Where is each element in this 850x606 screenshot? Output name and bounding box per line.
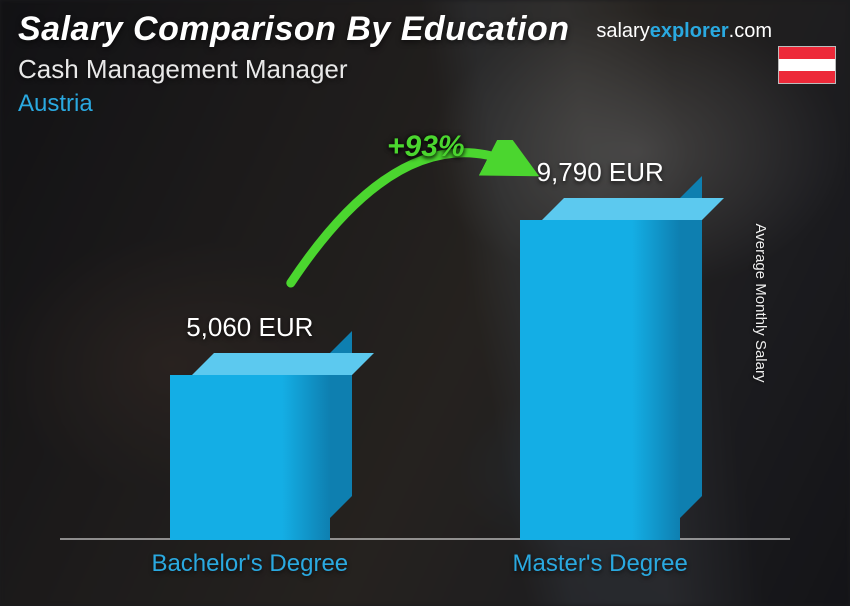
page-title: Salary Comparison By Education (18, 10, 570, 49)
bar-chart: 5,060 EURBachelor's Degree9,790 EURMaste… (60, 140, 790, 586)
brand-part1: salary (596, 20, 649, 42)
country-label: Austria (18, 90, 93, 118)
bar-top (192, 353, 374, 375)
brand-part3: .com (729, 20, 772, 42)
delta-label: +93% (387, 130, 465, 164)
brand-logo: salaryexplorer.com (596, 20, 772, 43)
flag-stripe (779, 47, 835, 59)
flag-stripe (779, 71, 835, 83)
bar-front (520, 220, 680, 540)
bar: 9,790 EURMaster's Degree (520, 220, 680, 540)
bar-category-label: Bachelor's Degree (151, 550, 348, 578)
bar-category-label: Master's Degree (513, 550, 688, 578)
bar-side (680, 176, 702, 518)
brand-part2: explorer (650, 20, 729, 42)
job-title: Cash Management Manager (18, 54, 348, 85)
bar-top (542, 198, 724, 220)
bar-front (170, 375, 330, 540)
flag-stripe (779, 59, 835, 71)
bar-value-label: 9,790 EUR (537, 157, 664, 188)
country-flag-icon (778, 46, 836, 84)
bar: 5,060 EURBachelor's Degree (170, 375, 330, 540)
bar-value-label: 5,060 EUR (186, 312, 313, 343)
